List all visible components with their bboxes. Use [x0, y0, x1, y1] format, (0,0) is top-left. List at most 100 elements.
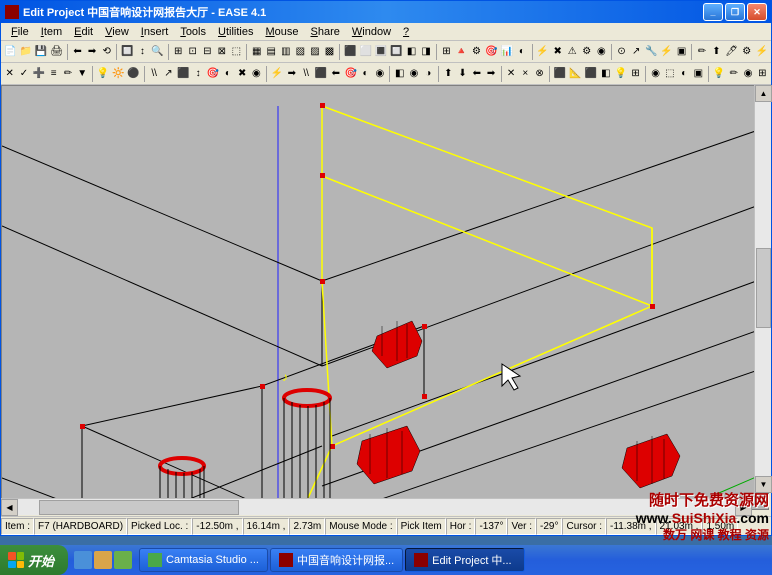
toolbar-button-18[interactable]: ◉: [250, 65, 263, 83]
toolbar-button-9[interactable]: 🔲: [120, 43, 134, 61]
toolbar-button-22[interactable]: ▧: [294, 43, 308, 61]
toolbar-button-16[interactable]: ⊠: [215, 43, 229, 61]
close-button[interactable]: ✕: [747, 3, 767, 21]
toolbar-button-15[interactable]: ⊟: [201, 43, 215, 61]
toolbar-button-35[interactable]: ⚙: [470, 43, 484, 61]
toolbar-button-37[interactable]: 📊: [500, 43, 514, 61]
toolbar-button-27[interactable]: ◉: [373, 65, 386, 83]
toolbar-button-20[interactable]: ▤: [264, 43, 278, 61]
toolbar-button-17[interactable]: ✖: [236, 65, 249, 83]
toolbar-button-33[interactable]: ⊞: [440, 43, 454, 61]
toolbar-button-8[interactable]: 🔆: [111, 65, 125, 83]
ie-icon[interactable]: [74, 551, 92, 569]
toolbar-button-12[interactable]: ↗: [162, 65, 175, 83]
taskbar-task-1[interactable]: 中国音响设计网报...: [270, 548, 403, 572]
menu-insert[interactable]: Insert: [135, 25, 175, 39]
toolbar-button-21[interactable]: ➡: [285, 65, 298, 83]
toolbar-button-11[interactable]: 🔍: [150, 43, 164, 61]
toolbar-button-1[interactable]: ✓: [17, 65, 30, 83]
toolbar-button-43[interactable]: 📐: [568, 65, 582, 83]
toolbar-button-14[interactable]: ↕: [192, 65, 205, 83]
toolbar-button-55[interactable]: ⚙: [740, 43, 754, 61]
toolbar-button-4[interactable]: ✏: [61, 65, 74, 83]
toolbar-button-51[interactable]: ◐: [677, 65, 690, 83]
toolbar-button-54[interactable]: 🖊: [724, 43, 739, 61]
toolbar-button-23[interactable]: ⬛: [314, 65, 328, 83]
toolbar-button-20[interactable]: ⚡: [270, 65, 284, 83]
toolbar-button-31[interactable]: ◨: [419, 43, 433, 61]
toolbar-button-48[interactable]: 🔧: [644, 43, 658, 61]
toolbar-button-52[interactable]: ✏: [695, 43, 709, 61]
minimize-button[interactable]: _: [703, 3, 723, 21]
menu-window[interactable]: Window: [346, 25, 397, 39]
toolbar-button-30[interactable]: ◧: [405, 43, 419, 61]
toolbar-button-56[interactable]: ◉: [741, 65, 754, 83]
scroll-thumb-v[interactable]: [756, 248, 771, 328]
toolbar-button-49[interactable]: ◉: [649, 65, 662, 83]
toolbar-button-57[interactable]: ⊞: [756, 65, 769, 83]
toolbar-button-39[interactable]: ×: [519, 65, 532, 83]
toolbar-button-6[interactable]: ➡: [85, 43, 99, 61]
toolbar-button-16[interactable]: ◐: [221, 65, 234, 83]
toolbar-button-45[interactable]: ◧: [599, 65, 612, 83]
menu-utilities[interactable]: Utilities: [212, 25, 259, 39]
toolbar-button-53[interactable]: ⬆: [710, 43, 724, 61]
menu-item[interactable]: Item: [35, 25, 68, 39]
toolbar-button-56[interactable]: ⚡: [755, 43, 769, 61]
toolbar-button-47[interactable]: ⊞: [629, 65, 642, 83]
toolbar-button-26[interactable]: ⬛: [343, 43, 357, 61]
menu-tools[interactable]: Tools: [174, 25, 212, 39]
scroll-left-arrow[interactable]: ◀: [1, 499, 18, 516]
vertical-scrollbar[interactable]: ▲ ▼: [754, 85, 771, 493]
toolbar-button-24[interactable]: ⬅: [329, 65, 342, 83]
toolbar-button-46[interactable]: 💡: [614, 65, 628, 83]
menu-?[interactable]: ?: [397, 25, 415, 39]
toolbar-button-41[interactable]: ✖: [551, 43, 565, 61]
toolbar-button-42[interactable]: ⬛: [553, 65, 567, 83]
toolbar-button-13[interactable]: ⊞: [171, 43, 185, 61]
toolbar-button-29[interactable]: 🔲: [389, 43, 403, 61]
viewport-3d[interactable]: ♪: [1, 85, 769, 510]
toolbar-button-0[interactable]: ✕: [3, 65, 16, 83]
toolbar-button-38[interactable]: ◐: [515, 43, 529, 61]
toolbar-button-36[interactable]: 🎯: [484, 43, 498, 61]
toolbar-button-26[interactable]: ◐: [359, 65, 372, 83]
toolbar-button-34[interactable]: 🔺: [454, 43, 468, 61]
toolbar-button-50[interactable]: ⬚: [663, 65, 676, 83]
toolbar-button-44[interactable]: ⬛: [584, 65, 598, 83]
toolbar-button-24[interactable]: ▩: [323, 43, 337, 61]
toolbar-button-35[interactable]: ⬅: [470, 65, 483, 83]
toolbar-button-46[interactable]: ⊙: [615, 43, 629, 61]
menu-view[interactable]: View: [99, 25, 135, 39]
toolbar-button-33[interactable]: ⬆: [442, 65, 455, 83]
toolbar-button-47[interactable]: ↗: [629, 43, 643, 61]
taskbar-task-2[interactable]: Edit Project 中...: [405, 548, 525, 572]
toolbar-button-22[interactable]: \\: [299, 65, 312, 83]
toolbar-button-25[interactable]: 🎯: [343, 65, 357, 83]
toolbar-button-40[interactable]: ⊗: [533, 65, 546, 83]
toolbar-button-10[interactable]: ↕: [136, 43, 150, 61]
scroll-thumb-h[interactable]: [39, 500, 239, 515]
toolbar-button-31[interactable]: ◑: [422, 65, 435, 83]
scroll-up-arrow[interactable]: ▲: [755, 85, 772, 102]
toolbar-button-7[interactable]: 💡: [95, 65, 109, 83]
toolbar-button-52[interactable]: ▣: [692, 65, 705, 83]
toolbar-button-2[interactable]: ➕: [32, 65, 46, 83]
toolbar-button-54[interactable]: 💡: [712, 65, 726, 83]
toolbar-button-50[interactable]: ▣: [675, 43, 689, 61]
toolbar-button-15[interactable]: 🎯: [206, 65, 220, 83]
toolbar-button-17[interactable]: ⬚: [230, 43, 244, 61]
desktop-icon[interactable]: [94, 551, 112, 569]
toolbar-button-14[interactable]: ⊡: [186, 43, 200, 61]
start-button[interactable]: 开始: [0, 545, 68, 575]
toolbar-button-0[interactable]: 📄: [3, 43, 17, 61]
toolbar-button-49[interactable]: ⚡: [659, 43, 673, 61]
toolbar-button-28[interactable]: 🔳: [374, 43, 388, 61]
toolbar-button-5[interactable]: ▼: [76, 65, 89, 83]
toolbar-button-3[interactable]: ≡: [47, 65, 60, 83]
toolbar-button-43[interactable]: ⚙: [580, 43, 594, 61]
toolbar-button-9[interactable]: ⚫: [126, 65, 140, 83]
menu-edit[interactable]: Edit: [68, 25, 99, 39]
toolbar-button-55[interactable]: ✏: [727, 65, 740, 83]
toolbar-button-29[interactable]: ◧: [393, 65, 406, 83]
